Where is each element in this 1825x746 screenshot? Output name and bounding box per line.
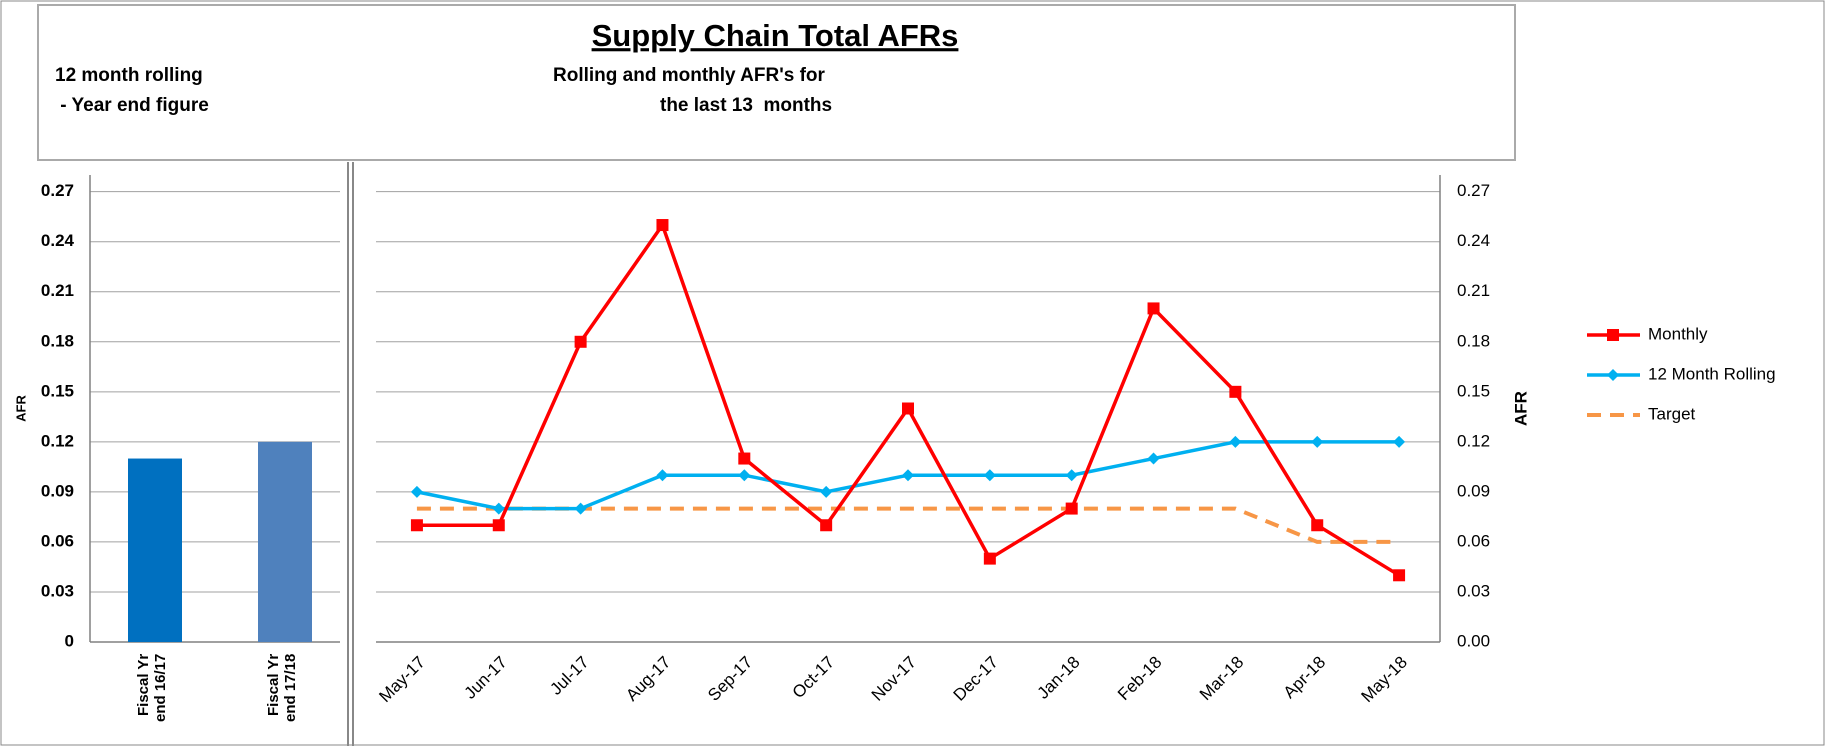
marker: [738, 469, 751, 482]
marker: [1147, 452, 1160, 465]
note: 12 month rolling: [55, 65, 203, 86]
y2-tick-label: 0.00: [1457, 631, 1490, 650]
marker: [1393, 435, 1406, 448]
marker: [820, 519, 833, 532]
x-tick-label: Aug-17: [622, 653, 674, 705]
y2-tick-label: 0.15: [1457, 381, 1490, 400]
marker: [492, 519, 505, 532]
marker: [1065, 502, 1078, 515]
x-tick-label: Jul-17: [546, 653, 592, 699]
y-tick-label: 0: [65, 631, 74, 650]
marker: [902, 469, 914, 482]
bar: [128, 458, 182, 642]
y-tick-label: 0.03: [41, 581, 74, 600]
x-tick-label: May-18: [1358, 653, 1412, 707]
y2-tick-label: 0.21: [1457, 281, 1490, 300]
x-tick-label: Mar-18: [1196, 653, 1248, 705]
marker: [1311, 435, 1324, 448]
legend-marker: [1607, 329, 1619, 341]
y-tick-label: 0.15: [41, 381, 74, 400]
legend-marker: [1607, 369, 1619, 381]
marker: [492, 502, 505, 515]
x-tick-label: Sep-17: [704, 653, 756, 705]
marker: [1147, 302, 1160, 315]
y2-tick-label: 0.12: [1457, 431, 1490, 450]
x-tick-label: Fiscal Yr end 16/17: [135, 654, 169, 723]
y2-tick-label: 0.09: [1457, 481, 1490, 500]
marker: [1311, 519, 1324, 532]
marker: [410, 519, 423, 532]
bar: [258, 441, 312, 642]
x-tick-label: Dec-17: [950, 653, 1002, 705]
y2-tick-label: 0.03: [1457, 581, 1490, 600]
x-tick-label: Jun-17: [461, 653, 511, 703]
marker: [656, 469, 669, 482]
x-tick-label: Feb-18: [1114, 653, 1166, 705]
marker: [574, 335, 587, 348]
y-tick-label: 0.24: [41, 231, 75, 250]
chart-title: Supply Chain Total AFRs: [592, 18, 959, 53]
marker: [1065, 469, 1078, 482]
x-tick-label: Apr-18: [1280, 653, 1330, 703]
marker: [410, 485, 423, 498]
y-tick-label: 0.21: [41, 281, 74, 300]
x-tick-label: Jan-18: [1033, 653, 1083, 703]
y2-tick-label: 0.18: [1457, 331, 1490, 350]
marker: [820, 485, 833, 498]
note: the last 13 months: [660, 95, 832, 116]
series-line: [416, 221, 1400, 577]
x-tick-label: May-17: [375, 653, 429, 707]
x-tick-label: Nov-17: [868, 653, 920, 705]
marker: [656, 219, 669, 232]
note: Rolling and monthly AFR's for: [553, 65, 826, 86]
y2-tick-label: 0.06: [1457, 531, 1490, 550]
marker: [574, 502, 587, 515]
series-line: [416, 506, 1400, 544]
y-axis-label: AFR: [13, 395, 28, 422]
marker: [983, 552, 996, 565]
y-tick-label: 0.09: [41, 481, 74, 500]
title-box: [37, 4, 1516, 161]
y2-tick-label: 0.24: [1457, 231, 1490, 250]
y2-axis-label: AFR: [1511, 391, 1530, 426]
y-tick-label: 0.12: [41, 431, 74, 450]
y-tick-label: 0.27: [41, 181, 74, 200]
x-tick-label: Oct-17: [789, 653, 839, 703]
x-tick-label: Fiscal Yr end 17/18: [265, 654, 299, 723]
legend-label: Target: [1648, 404, 1696, 423]
note: - Year end figure: [55, 95, 209, 116]
marker: [1393, 569, 1406, 582]
legend-label: 12 Month Rolling: [1648, 364, 1776, 383]
marker: [983, 469, 996, 482]
legend-label: Monthly: [1648, 324, 1708, 343]
y-tick-label: 0.18: [41, 331, 74, 350]
marker: [902, 402, 914, 415]
marker: [738, 452, 751, 465]
marker: [1229, 385, 1242, 398]
y-tick-label: 0.06: [41, 531, 74, 550]
y2-tick-label: 0.27: [1457, 181, 1490, 200]
marker: [1229, 435, 1242, 448]
